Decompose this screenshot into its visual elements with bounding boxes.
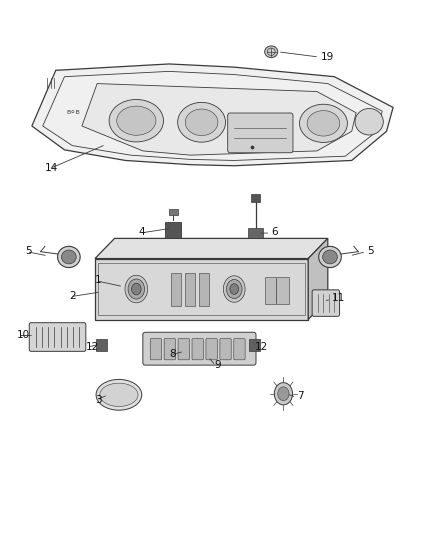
FancyBboxPatch shape (228, 113, 293, 153)
Ellipse shape (57, 246, 80, 268)
Bar (95, 259, 308, 319)
Bar (265, 277, 289, 304)
Text: 2: 2 (69, 290, 75, 301)
FancyBboxPatch shape (234, 338, 245, 360)
Polygon shape (32, 64, 393, 166)
Ellipse shape (230, 284, 239, 294)
Bar (99, 263, 305, 316)
Ellipse shape (322, 250, 337, 264)
Ellipse shape (223, 276, 245, 302)
Ellipse shape (307, 111, 340, 136)
Ellipse shape (125, 275, 148, 303)
Polygon shape (82, 84, 356, 155)
Text: 8: 8 (169, 349, 176, 359)
Ellipse shape (185, 109, 218, 135)
FancyBboxPatch shape (178, 338, 189, 360)
Bar (199, 273, 208, 306)
Bar (249, 338, 260, 351)
Ellipse shape (131, 283, 141, 295)
Ellipse shape (100, 383, 138, 407)
Text: 6: 6 (271, 227, 278, 237)
Polygon shape (308, 238, 328, 319)
Text: 14: 14 (45, 164, 58, 173)
Bar (165, 222, 181, 238)
Ellipse shape (274, 383, 293, 405)
Text: B⚪B: B⚪B (66, 110, 80, 115)
Ellipse shape (319, 246, 341, 268)
Text: 4: 4 (138, 227, 145, 237)
Ellipse shape (300, 104, 347, 142)
FancyBboxPatch shape (150, 338, 162, 360)
Bar (185, 273, 194, 306)
Ellipse shape (278, 387, 289, 401)
Ellipse shape (178, 102, 226, 142)
Text: 7: 7 (297, 391, 304, 401)
Text: 12: 12 (86, 342, 99, 352)
Ellipse shape (355, 109, 383, 135)
Bar (171, 273, 181, 306)
Bar (248, 228, 263, 238)
Text: 5: 5 (367, 246, 374, 256)
Ellipse shape (109, 100, 163, 142)
Text: 9: 9 (215, 360, 221, 369)
Ellipse shape (128, 279, 145, 299)
FancyBboxPatch shape (312, 290, 339, 317)
Ellipse shape (226, 279, 242, 298)
Text: 3: 3 (95, 395, 102, 405)
Ellipse shape (61, 250, 76, 264)
Polygon shape (95, 238, 328, 259)
Bar (169, 209, 178, 215)
Ellipse shape (117, 106, 156, 135)
Text: 10: 10 (17, 330, 30, 341)
FancyBboxPatch shape (164, 338, 176, 360)
Text: 11: 11 (332, 293, 346, 303)
Bar (96, 338, 107, 351)
Ellipse shape (96, 379, 142, 410)
FancyBboxPatch shape (220, 338, 231, 360)
FancyBboxPatch shape (143, 332, 256, 365)
Text: 19: 19 (321, 52, 335, 62)
Text: 1: 1 (95, 274, 102, 285)
FancyBboxPatch shape (192, 338, 203, 360)
Ellipse shape (265, 46, 278, 58)
Bar (251, 194, 260, 202)
FancyBboxPatch shape (206, 338, 217, 360)
FancyBboxPatch shape (29, 322, 86, 351)
Text: 5: 5 (25, 246, 32, 256)
Text: 12: 12 (254, 342, 268, 352)
